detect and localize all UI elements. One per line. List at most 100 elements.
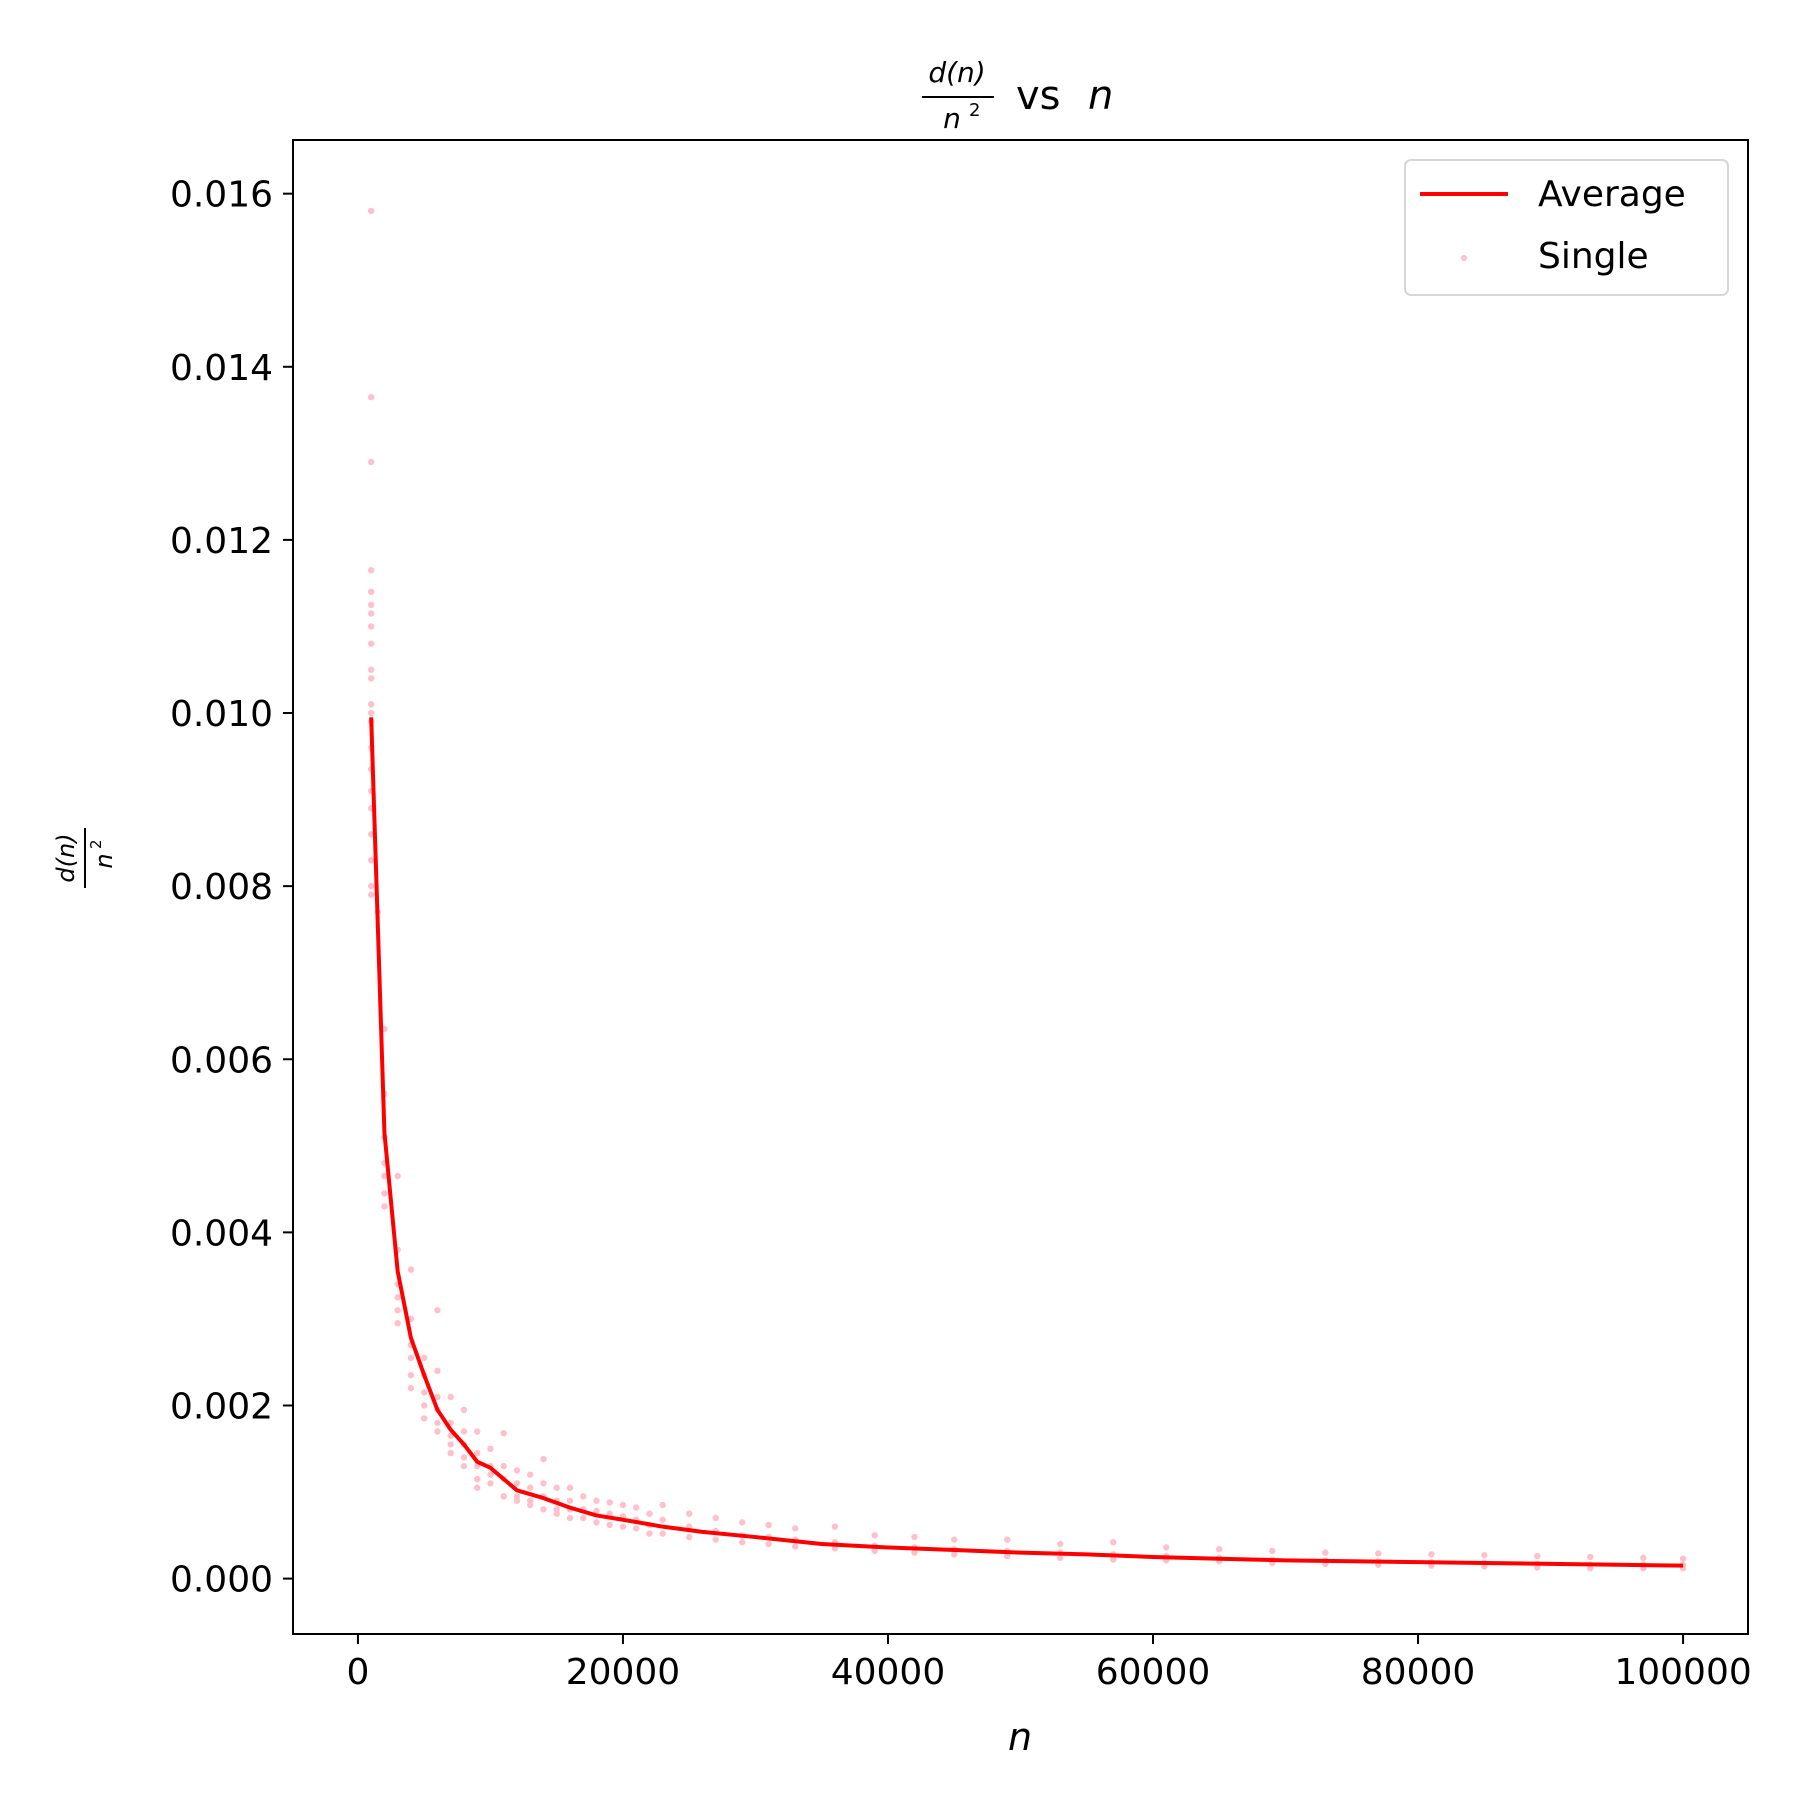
single-point xyxy=(367,701,375,708)
legend-single-label: Single xyxy=(1538,236,1649,277)
single-point xyxy=(540,1480,547,1487)
single-point xyxy=(407,1266,415,1273)
single-point xyxy=(394,1172,401,1180)
single-point xyxy=(765,1521,772,1529)
y-tick-label: 0.000 xyxy=(170,1560,273,1601)
single-point xyxy=(831,1523,839,1530)
single-point xyxy=(633,1525,640,1532)
single-point xyxy=(447,1449,454,1457)
single-point xyxy=(434,1419,441,1426)
single-point xyxy=(367,566,375,574)
single-point xyxy=(606,1510,613,1517)
single-point xyxy=(1216,1545,1223,1553)
single-point xyxy=(473,1484,481,1491)
single-point xyxy=(367,207,375,215)
single-point xyxy=(367,709,375,717)
single-point xyxy=(1004,1536,1011,1543)
single-point xyxy=(434,1428,441,1435)
single-point xyxy=(739,1519,746,1526)
x-tick-label: 100000 xyxy=(1614,1652,1751,1693)
single-point xyxy=(367,891,375,898)
single-point xyxy=(407,1354,415,1362)
single-point xyxy=(513,1480,521,1487)
single-point xyxy=(420,1415,428,1422)
x-tick-label: 60000 xyxy=(1096,1652,1211,1693)
single-point xyxy=(367,588,375,596)
single-point xyxy=(739,1539,746,1546)
single-point xyxy=(765,1540,772,1548)
average-line-series xyxy=(369,717,1684,1568)
single-point xyxy=(447,1441,454,1448)
y-tick-label: 0.006 xyxy=(170,1040,273,1081)
y-tick-label: 0.010 xyxy=(170,694,273,735)
ylabel-fraction-numerator: d(n) xyxy=(52,833,80,882)
single-point xyxy=(1481,1552,1488,1559)
single-point xyxy=(792,1525,799,1532)
single-point xyxy=(686,1510,693,1517)
single-point xyxy=(367,882,375,890)
single-point xyxy=(367,856,375,864)
y-tick-label: 0.012 xyxy=(170,521,273,562)
single-point xyxy=(487,1471,494,1478)
single-point xyxy=(871,1547,878,1555)
single-point xyxy=(593,1497,600,1504)
single-point xyxy=(1057,1554,1064,1562)
single-point xyxy=(1679,1555,1687,1562)
y-tick-label: 0.002 xyxy=(170,1386,273,1427)
single-point xyxy=(381,1203,388,1210)
single-point xyxy=(473,1428,481,1435)
single-point xyxy=(394,1307,401,1314)
single-point xyxy=(367,675,375,682)
single-point xyxy=(580,1514,587,1522)
single-point xyxy=(633,1504,640,1511)
single-point xyxy=(1640,1554,1647,1562)
single-point xyxy=(460,1428,468,1435)
single-point xyxy=(526,1484,534,1491)
single-point xyxy=(1428,1551,1435,1558)
single-point xyxy=(394,1294,401,1301)
single-point xyxy=(1375,1550,1382,1557)
single-point xyxy=(500,1429,507,1437)
ylabel-fraction-denominator: n xyxy=(90,853,118,868)
single-point xyxy=(540,1455,547,1463)
title-fraction-exponent: 2 xyxy=(969,100,980,121)
single-point xyxy=(951,1551,958,1558)
single-point xyxy=(473,1449,481,1457)
single-point xyxy=(659,1516,666,1523)
single-point xyxy=(540,1506,547,1513)
y-axis-ticks: 0.000 0.002 0.004 0.006 0.008 0.010 0.012 0.014… xyxy=(170,175,293,1601)
y-axis-label: d(n) n 2 xyxy=(52,828,118,888)
single-point xyxy=(420,1354,428,1362)
y-tick-label: 0.008 xyxy=(170,867,273,908)
single-point xyxy=(619,1523,627,1530)
single-point xyxy=(420,1402,428,1409)
single-point xyxy=(367,830,375,838)
single-point xyxy=(434,1393,441,1401)
average-line xyxy=(369,717,1684,1568)
single-point xyxy=(526,1501,534,1509)
single-point xyxy=(487,1445,494,1452)
x-tick-label: 80000 xyxy=(1361,1652,1476,1693)
single-point xyxy=(367,623,375,630)
single-point xyxy=(1163,1544,1170,1551)
single-point xyxy=(646,1510,653,1517)
single-point xyxy=(407,1384,415,1392)
single-point xyxy=(659,1501,666,1509)
single-point xyxy=(580,1493,587,1500)
single-point xyxy=(871,1532,878,1539)
legend: Average Single xyxy=(1404,159,1729,296)
single-point xyxy=(434,1367,441,1375)
y-tick-label: 0.016 xyxy=(170,175,273,216)
y-tick-label: 0.004 xyxy=(170,1213,273,1254)
single-point xyxy=(487,1480,494,1487)
single-point xyxy=(659,1530,666,1537)
single-point xyxy=(646,1530,653,1537)
single-point xyxy=(606,1521,613,1529)
single-point xyxy=(1057,1540,1064,1548)
single-point xyxy=(566,1514,574,1522)
single-point xyxy=(911,1549,918,1556)
x-axis-label: n xyxy=(1008,1715,1032,1759)
legend-average-label: Average xyxy=(1538,174,1686,215)
single-point xyxy=(367,601,375,609)
